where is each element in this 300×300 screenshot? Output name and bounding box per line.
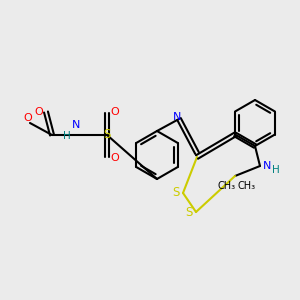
Text: H: H: [272, 165, 280, 175]
Text: O: O: [111, 107, 119, 117]
Text: H: H: [63, 131, 71, 141]
Text: O: O: [34, 107, 43, 117]
Text: N: N: [173, 112, 181, 122]
Text: S: S: [172, 187, 180, 200]
Text: O: O: [111, 153, 119, 163]
Text: N: N: [72, 120, 80, 130]
Text: CH₃: CH₃: [238, 181, 256, 191]
Text: O: O: [24, 113, 32, 123]
Text: CH₃: CH₃: [218, 181, 236, 191]
Text: S: S: [185, 206, 193, 218]
Text: S: S: [103, 128, 111, 142]
Text: N: N: [263, 161, 271, 171]
